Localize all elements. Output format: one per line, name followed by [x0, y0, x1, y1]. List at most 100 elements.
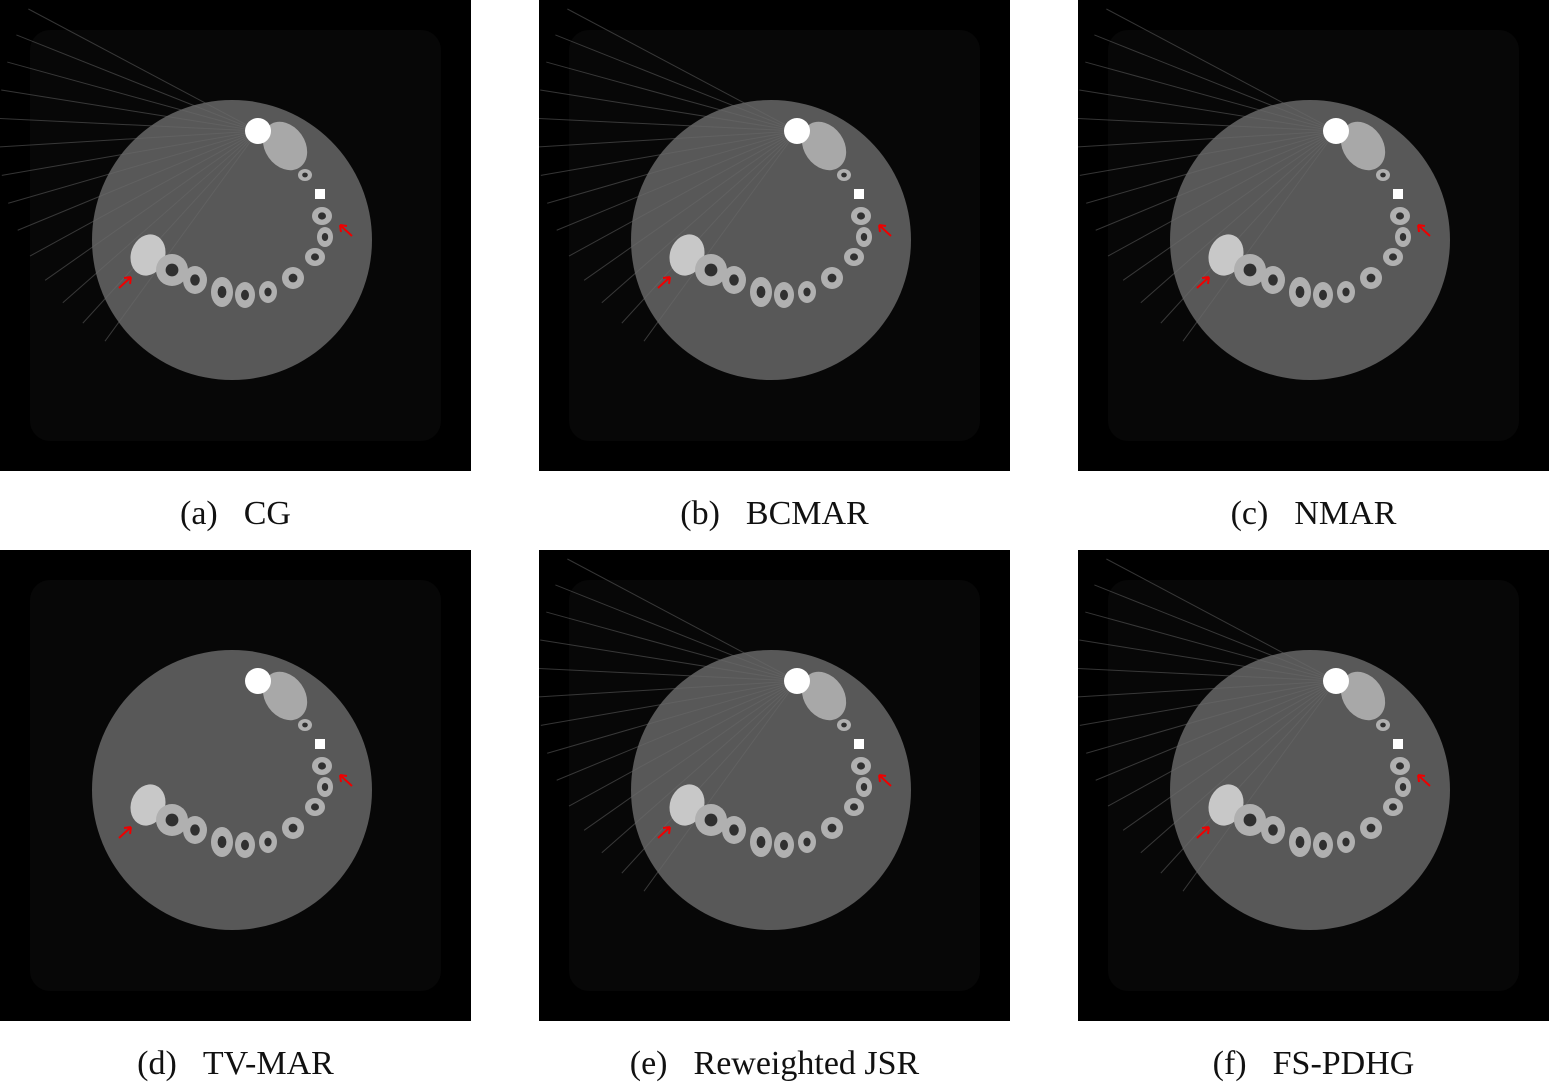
streak: [1106, 8, 1337, 132]
caption: (e) Reweighted JSR: [539, 1045, 1010, 1083]
streak: [643, 130, 798, 342]
streak: [567, 558, 798, 682]
metal-implant: [1393, 739, 1403, 749]
metal-implant: [1323, 668, 1349, 694]
root-canal: [803, 287, 811, 297]
streak: [567, 8, 798, 132]
streak: [555, 34, 798, 132]
streak: [568, 130, 798, 257]
streak: [1094, 584, 1337, 682]
streak: [601, 130, 798, 304]
arrow: [118, 276, 132, 289]
root-canal: [860, 233, 868, 241]
root-canal: [318, 212, 326, 220]
metal-implant: [315, 739, 325, 749]
root-canal: [756, 836, 766, 848]
streak: [621, 680, 798, 874]
streak: [1085, 611, 1337, 682]
streak: [540, 89, 798, 132]
streak: [1106, 558, 1337, 682]
root-canal: [860, 783, 868, 791]
streak: [643, 680, 798, 892]
root-canal: [190, 274, 200, 286]
metal-implant: [245, 118, 271, 144]
streak: [555, 584, 798, 682]
root-canal: [1389, 803, 1397, 811]
root-canal: [780, 839, 788, 851]
root-canal: [241, 289, 249, 301]
metal-implant: [1393, 189, 1403, 199]
metal-implant: [315, 189, 325, 199]
root-canal: [850, 253, 858, 261]
arrow: [339, 224, 353, 237]
streak: [1160, 680, 1337, 874]
root-canal: [1380, 172, 1386, 178]
arrow: [878, 774, 892, 787]
root-canal: [302, 172, 308, 178]
root-canal: [318, 762, 326, 770]
ct-image: [539, 0, 1010, 471]
streak: [8, 130, 259, 204]
streak: [539, 130, 798, 148]
streak: [1094, 34, 1337, 132]
streak: [1, 130, 259, 176]
streak: [7, 61, 259, 132]
streak: [1079, 639, 1337, 682]
streak: [556, 680, 798, 781]
root-canal: [1319, 289, 1327, 301]
arrow: [1417, 774, 1431, 787]
root-canal: [1342, 837, 1350, 847]
root-canal: [756, 286, 766, 298]
streak: [539, 668, 798, 682]
root-canal: [1389, 253, 1397, 261]
panel: (b) BCMAR: [539, 0, 1010, 532]
method-name: FS-PDHG: [1272, 1045, 1415, 1082]
panel-label: (e): [629, 1045, 668, 1082]
streak: [104, 130, 259, 342]
streak: [82, 130, 259, 324]
ct-image: [1078, 550, 1549, 1021]
streak: [1086, 130, 1337, 204]
root-canal: [288, 823, 298, 833]
root-canal: [165, 813, 179, 827]
panel-label: (f): [1212, 1045, 1247, 1082]
metal-implant: [854, 739, 864, 749]
tooth: [801, 121, 847, 171]
root-canal: [1295, 836, 1305, 848]
streak: [621, 130, 798, 324]
metal-implant: [1323, 118, 1349, 144]
root-canal: [827, 273, 837, 283]
streak: [1107, 130, 1337, 257]
arrow: [878, 224, 892, 237]
streak: [540, 680, 798, 726]
caption: (a) CG: [0, 495, 471, 533]
ct-image: [539, 550, 1010, 1021]
streak: [1078, 668, 1337, 682]
root-canal: [841, 172, 847, 178]
streak: [28, 8, 259, 132]
streak: [540, 639, 798, 682]
caption: (b) BCMAR: [539, 495, 1010, 533]
streak: [546, 611, 798, 682]
ct-image: [0, 550, 471, 1021]
ct-image: [0, 0, 471, 471]
streak: [583, 130, 798, 281]
streak: [547, 680, 798, 754]
streak: [1079, 680, 1337, 726]
streak: [539, 118, 798, 132]
arrow: [339, 774, 353, 787]
root-canal: [1380, 722, 1386, 728]
method-name: NMAR: [1294, 495, 1397, 532]
tooth: [1340, 121, 1386, 171]
streak: [1079, 89, 1337, 132]
arrow: [1196, 276, 1210, 289]
method-name: TV-MAR: [202, 1045, 334, 1082]
root-canal: [311, 253, 319, 261]
streak: [601, 680, 798, 854]
metal-implant: [784, 668, 810, 694]
streak: [568, 680, 798, 807]
root-canal: [857, 762, 865, 770]
root-canal: [217, 286, 227, 298]
root-canal: [1268, 274, 1278, 286]
